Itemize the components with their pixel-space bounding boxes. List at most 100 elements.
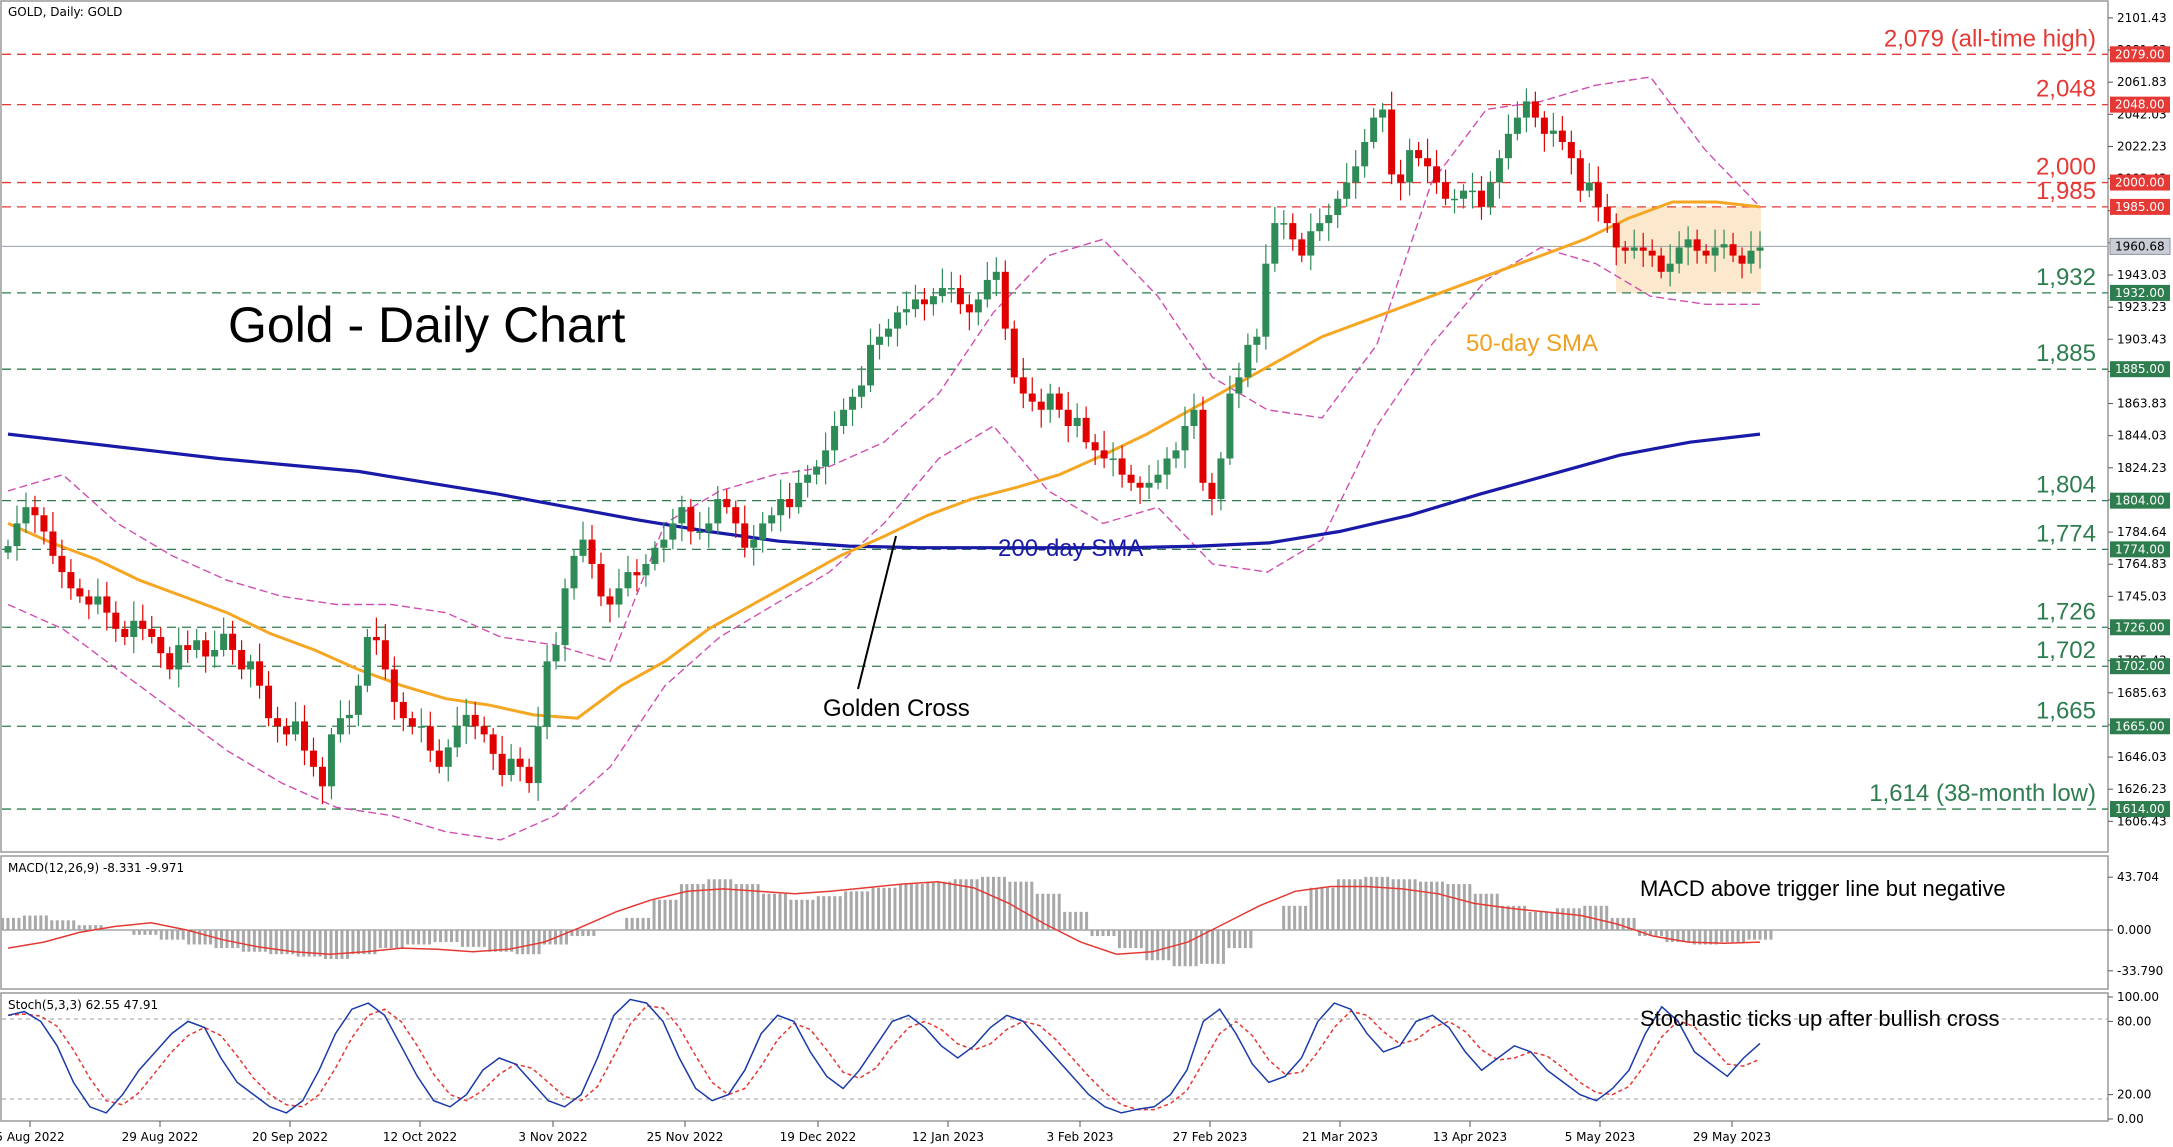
- candle-body: [166, 653, 174, 670]
- candle: [103, 581, 111, 631]
- candle-body: [121, 628, 129, 637]
- candle-body: [1657, 255, 1665, 272]
- candle: [1046, 383, 1054, 423]
- candle-body: [687, 507, 695, 532]
- candle: [292, 701, 300, 741]
- candle-body: [1406, 150, 1414, 183]
- candle-body: [1253, 336, 1261, 345]
- level-label: 1,804: [2036, 472, 2096, 499]
- candle: [1648, 239, 1656, 267]
- candle: [579, 521, 587, 563]
- candle-body: [786, 499, 794, 508]
- candle-body: [1388, 109, 1396, 175]
- date-tick-label: 3 Feb 2023: [1046, 1130, 1113, 1144]
- candle-body: [588, 539, 596, 564]
- level-label: 1,932: [2036, 264, 2096, 291]
- sma200-line: [7, 432, 1761, 550]
- candle-body: [516, 758, 524, 767]
- candle: [1073, 403, 1081, 438]
- stoch-annotation: Stochastic ticks up after bullish cross: [1640, 1006, 1999, 1031]
- candle-body: [1558, 130, 1566, 142]
- candle: [965, 294, 973, 331]
- candle-body: [1531, 101, 1539, 118]
- candle: [884, 318, 892, 347]
- candle: [345, 700, 353, 735]
- candle: [1451, 189, 1459, 214]
- candle: [561, 578, 569, 662]
- candle-body: [1522, 101, 1530, 118]
- candle: [480, 716, 488, 743]
- level-tag-box: [2110, 658, 2170, 675]
- candle: [184, 630, 192, 663]
- candle-body: [1208, 482, 1216, 500]
- candle: [1379, 103, 1387, 133]
- candle-body: [525, 766, 533, 784]
- candle-body: [938, 288, 946, 297]
- current-price-value: 1960.68: [2115, 239, 2165, 253]
- price-tick-label: 1863.83: [2117, 397, 2167, 411]
- candle-body: [1037, 401, 1045, 410]
- date-tick-label: 12 Oct 2022: [383, 1130, 457, 1144]
- candle-body: [1361, 141, 1369, 167]
- golden-cross-pointer: [857, 535, 897, 690]
- candle-body: [417, 726, 425, 728]
- chart-header: GOLD, Daily: GOLD: [8, 5, 122, 19]
- candle: [1477, 176, 1485, 220]
- stoch-tick-label: 0.00: [2117, 1112, 2144, 1126]
- level-tag-value: 1702.00: [2115, 659, 2165, 673]
- candle-body: [1370, 117, 1378, 142]
- candle: [516, 747, 524, 782]
- candle: [1154, 460, 1162, 490]
- candle: [1037, 388, 1045, 428]
- candle-body: [202, 640, 210, 657]
- level-tag-value: 1804.00: [2115, 494, 2165, 508]
- candle-body: [265, 685, 273, 719]
- candle: [1522, 88, 1530, 133]
- candle: [498, 736, 506, 787]
- date-tick-label: 19 Dec 2022: [780, 1130, 857, 1144]
- candle: [265, 671, 273, 727]
- candle: [399, 692, 407, 732]
- candle: [1756, 231, 1764, 269]
- candle: [1244, 333, 1252, 388]
- candle: [1118, 445, 1126, 488]
- candle-body: [911, 299, 919, 310]
- date-tick-label: 25 Nov 2022: [647, 1130, 724, 1144]
- candle: [336, 700, 344, 743]
- candle: [354, 674, 362, 727]
- date-tick-label: 29 Aug 2022: [122, 1130, 199, 1144]
- candle: [1612, 213, 1620, 266]
- level-tag-value: 1885.00: [2115, 362, 2165, 376]
- candle-body: [1630, 247, 1638, 251]
- candle-body: [642, 563, 650, 576]
- candle-body: [1729, 244, 1737, 256]
- candle: [1190, 393, 1198, 439]
- candle: [570, 549, 578, 600]
- candle: [1235, 362, 1243, 409]
- candle-body: [390, 669, 398, 702]
- sma50-label: 50-day SMA: [1466, 330, 1598, 357]
- candle-body: [1639, 247, 1647, 251]
- candle: [148, 615, 156, 644]
- price-axis: 2101.432081.632061.832042.032022.232002.…: [2108, 11, 2167, 828]
- candle: [1675, 231, 1683, 274]
- level-tag-box: [2110, 619, 2170, 636]
- level-tag-box: [2110, 46, 2170, 63]
- candle-body: [1226, 393, 1234, 459]
- level-label: 1,702: [2036, 637, 2096, 664]
- macd-signal-path: [7, 880, 1761, 955]
- candle: [1603, 193, 1611, 233]
- candle: [1307, 213, 1315, 271]
- candle: [417, 708, 425, 743]
- stoch-tick-label: 80.00: [2117, 1014, 2151, 1028]
- level-label: 1,614 (38-month low): [1869, 780, 2096, 807]
- candle: [849, 388, 857, 426]
- stoch-k-line: [7, 998, 1761, 1114]
- candle: [489, 727, 497, 771]
- candle: [1082, 406, 1090, 449]
- candle-body: [1513, 117, 1521, 134]
- candle-body: [1145, 482, 1153, 488]
- candle: [1504, 114, 1512, 170]
- level-label: 1,885: [2036, 340, 2096, 367]
